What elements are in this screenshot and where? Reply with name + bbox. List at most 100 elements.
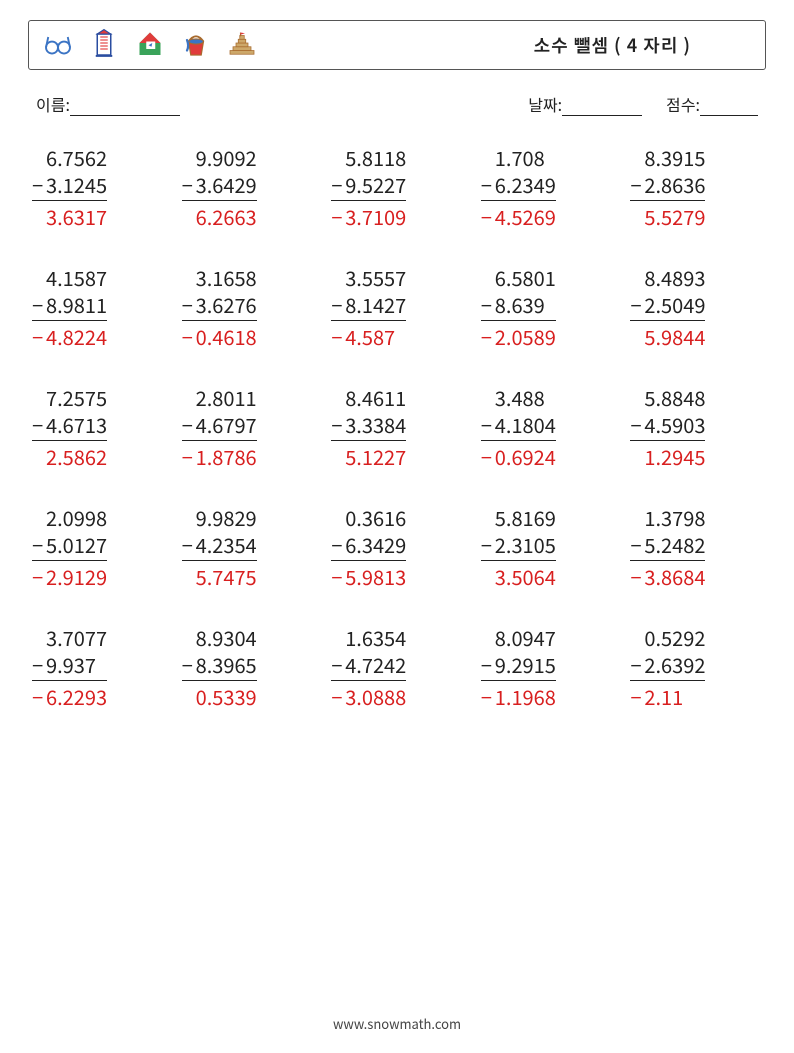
name-blank [70, 97, 180, 116]
subtrahend: 2.3105 [495, 531, 556, 558]
subtraction-problem: 3.1658−3.62760.4618 [182, 264, 314, 350]
subtrahend-row: −8.9811 [32, 291, 107, 321]
subtrahend: 6.3429 [345, 531, 406, 558]
answer: 2.5862 [32, 441, 107, 470]
subtraction-problem: 1.708−6.23494.5269 [481, 144, 613, 230]
minuend: 5.8118 [331, 144, 406, 171]
house-icon [135, 26, 165, 65]
subtraction-problem: 8.4893−2.50495.9844 [630, 264, 762, 350]
answer: 4.5269 [481, 201, 556, 230]
score-label: 점수: [666, 92, 700, 116]
subtrahend: 9.5227 [345, 171, 406, 198]
answer: 6.2663 [182, 201, 257, 230]
problem-inner: 3.1658−3.62760.4618 [182, 264, 257, 350]
minuend: 9.9092 [182, 144, 257, 171]
answer: 2.9129 [32, 561, 107, 590]
subtraction-problem: 8.0947−9.29151.1968 [481, 624, 613, 710]
subtraction-problem: 5.8118−9.52273.7109 [331, 144, 463, 230]
worksheet-title: 소수 뺄셈 ( 4 자리 ) [534, 32, 691, 58]
subtraction-problem: 7.2575−4.67132.5862 [32, 384, 164, 470]
problem-inner: 3.5557−8.14274.587 [331, 264, 406, 350]
subtrahend-row: −6.3429 [331, 531, 406, 561]
subtrahend: 4.1804 [495, 411, 556, 438]
answer: 1.1968 [481, 681, 556, 710]
subtraction-problem: 8.9304−8.39650.5339 [182, 624, 314, 710]
subtraction-problem: 6.7562−3.12453.6317 [32, 144, 164, 230]
minuend: 5.8169 [481, 504, 556, 531]
problem-inner: 0.5292−2.63922.11 [630, 624, 705, 710]
glasses-icon [43, 26, 73, 65]
subtrahend-row: −9.5227 [331, 171, 406, 201]
minus-sign: − [331, 651, 345, 678]
minus-sign: − [630, 651, 644, 678]
minuend: 3.488 [481, 384, 556, 411]
problem-inner: 2.0998−5.01272.9129 [32, 504, 107, 590]
bucket-icon [181, 26, 211, 65]
answer: 3.7109 [331, 201, 406, 230]
answer: 5.9844 [630, 321, 705, 350]
problem-inner: 5.8848−4.59031.2945 [630, 384, 705, 470]
subtrahend: 9.937 [46, 651, 96, 678]
subtraction-problem: 6.5801−8.6392.0589 [481, 264, 613, 350]
subtrahend-row: −2.8636 [630, 171, 705, 201]
subtrahend-row: −6.2349 [481, 171, 556, 201]
answer: 3.6317 [32, 201, 107, 230]
minus-sign: − [331, 531, 345, 558]
subtraction-problem: 3.488−4.18040.6924 [481, 384, 613, 470]
subtrahend: 3.3384 [345, 411, 406, 438]
minuend: 3.5557 [331, 264, 406, 291]
answer: 3.8684 [630, 561, 705, 590]
subtraction-problem: 9.9092−3.64296.2663 [182, 144, 314, 230]
answer: 1.2945 [630, 441, 705, 470]
minuend: 3.1658 [182, 264, 257, 291]
subtrahend-row: −4.2354 [182, 531, 257, 561]
problem-grid: 6.7562−3.12453.6317 9.9092 − 3.6429 6.2663 5.… [28, 144, 766, 710]
subtrahend-row: −8.1427 [331, 291, 406, 321]
minus-sign: − [331, 291, 345, 318]
answer: 5.5279 [630, 201, 705, 230]
subtraction-problem: 2.8011−4.67971.8786 [182, 384, 314, 470]
answer: 3.5064 [481, 561, 556, 590]
minuend: 8.4893 [630, 264, 705, 291]
subtrahend: 5.2482 [644, 531, 705, 558]
minus-sign: − [481, 651, 495, 678]
worksheet-page: 소수 뺄셈 ( 4 자리 ) 이름: 날짜: 점수: 6.7562−3.1245… [0, 0, 794, 1053]
minus-sign: − [182, 411, 196, 438]
minus-sign: − [481, 171, 495, 198]
subtrahend: 3.6429 [196, 171, 257, 198]
minuend: 4.1587 [32, 264, 107, 291]
subtrahend: 6.2349 [495, 171, 556, 198]
minuend: 6.5801 [481, 264, 556, 291]
minus-sign: − [331, 171, 345, 198]
subtrahend: 5.0127 [46, 531, 107, 558]
minuend: 0.3616 [331, 504, 406, 531]
problem-inner: 9.9092−3.64296.2663 [182, 144, 257, 230]
name-field: 이름: [36, 92, 180, 116]
subtrahend: 8.3965 [196, 651, 257, 678]
date-label: 날짜: [528, 92, 562, 116]
subtraction-problem: 4.1587−8.98114.8224 [32, 264, 164, 350]
problem-inner: 8.4893−2.50495.9844 [630, 264, 705, 350]
minuend: 8.0947 [481, 624, 556, 651]
minus-sign: − [182, 531, 196, 558]
problem-inner: 2.8011−4.67971.8786 [182, 384, 257, 470]
subtrahend-row: −4.1804 [481, 411, 556, 441]
subtraction-problem: 9.9829−4.23545.7475 [182, 504, 314, 590]
header-box: 소수 뺄셈 ( 4 자리 ) [28, 20, 766, 70]
subtrahend: 3.6276 [196, 291, 257, 318]
subtrahend: 2.8636 [644, 171, 705, 198]
subtraction-problem: 5.8848−4.59031.2945 [630, 384, 762, 470]
subtraction-problem: 0.3616−6.34295.9813 [331, 504, 463, 590]
subtraction-problem: 8.4611−3.33845.1227 [331, 384, 463, 470]
minus-sign: − [630, 171, 644, 198]
subtrahend-row: −2.6392 [630, 651, 705, 681]
answer: 0.6924 [481, 441, 556, 470]
date-field: 날짜: [528, 92, 642, 116]
minus-sign: − [331, 411, 345, 438]
minuend: 0.5292 [630, 624, 705, 651]
problem-inner: 4.1587−8.98114.8224 [32, 264, 107, 350]
subtrahend-row: −5.2482 [630, 531, 705, 561]
answer: 2.11 [630, 681, 705, 710]
subtrahend-row: −4.6797 [182, 411, 257, 441]
problem-inner: 0.3616−6.34295.9813 [331, 504, 406, 590]
